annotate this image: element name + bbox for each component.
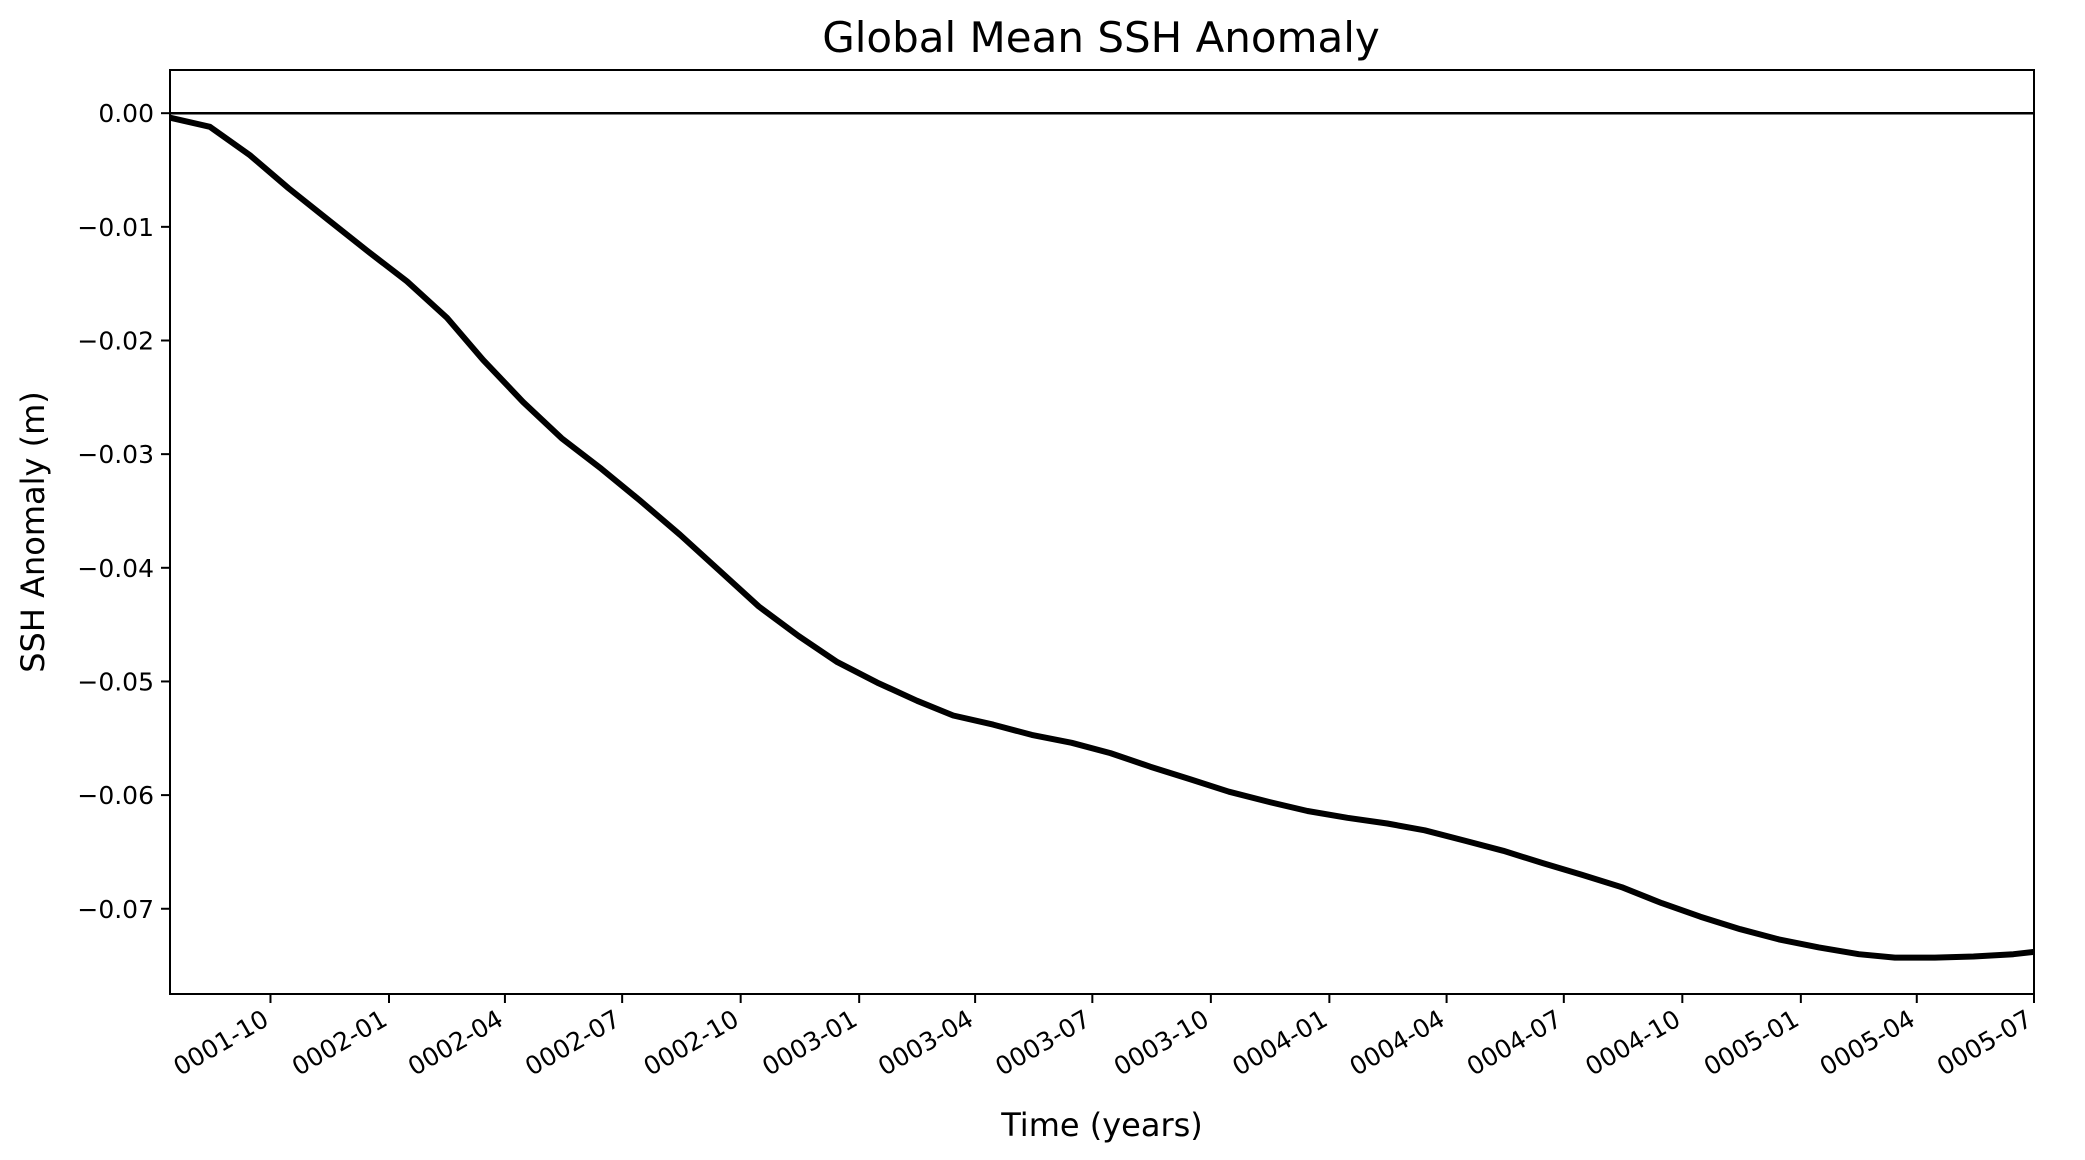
- chart-title: Global Mean SSH Anomaly: [822, 13, 1380, 62]
- x-tick-label: 0005-01: [1699, 1004, 1804, 1081]
- plot-frame: [169, 69, 2035, 995]
- x-tick-label: 0002-10: [639, 1004, 744, 1081]
- x-tick-label: 0003-07: [990, 1004, 1095, 1081]
- x-tick-label: 0005-04: [1815, 1004, 1920, 1081]
- y-tick-label: −0.03: [77, 440, 154, 469]
- y-axis: 0.00 −0.01 −0.02 −0.03 −0.04 −0.05 −0.06 −0.07: [77, 99, 170, 924]
- y-tick-label: −0.02: [77, 326, 154, 355]
- x-tick-label: 0004-01: [1227, 1004, 1332, 1081]
- ssh-anomaly-line: [169, 114, 2035, 961]
- y-tick-label: 0.00: [98, 99, 154, 128]
- x-tick-label: 0003-10: [1109, 1004, 1214, 1081]
- x-tick-label: 0002-01: [287, 1004, 392, 1081]
- x-tick-label: 0003-01: [757, 1004, 862, 1081]
- x-axis-label: Time (years): [1000, 1106, 1203, 1144]
- x-tick-label: 0002-07: [520, 1004, 625, 1081]
- y-axis-label: SSH Anomaly (m): [14, 391, 52, 673]
- x-axis: 0001-10 0002-01 0002-04 0002-07 0002-10 0003-…: [169, 994, 2037, 1081]
- y-tick-label: −0.05: [77, 667, 154, 696]
- x-tick-label: 0004-04: [1345, 1004, 1450, 1081]
- x-tick-label: 0004-07: [1462, 1004, 1567, 1081]
- y-tick-label: −0.07: [77, 895, 154, 924]
- x-tick-label: 0001-10: [169, 1004, 274, 1081]
- x-tick-label: 0004-10: [1580, 1004, 1685, 1081]
- x-tick-label: 0005-07: [1932, 1004, 2037, 1081]
- x-tick-label: 0003-04: [873, 1004, 978, 1081]
- x-tick-label: 0002-04: [403, 1004, 508, 1081]
- y-tick-label: −0.06: [77, 781, 154, 810]
- y-tick-label: −0.01: [77, 213, 154, 242]
- series-layer: [169, 114, 2035, 961]
- y-tick-label: −0.04: [77, 554, 154, 583]
- plot-area: [169, 69, 2035, 995]
